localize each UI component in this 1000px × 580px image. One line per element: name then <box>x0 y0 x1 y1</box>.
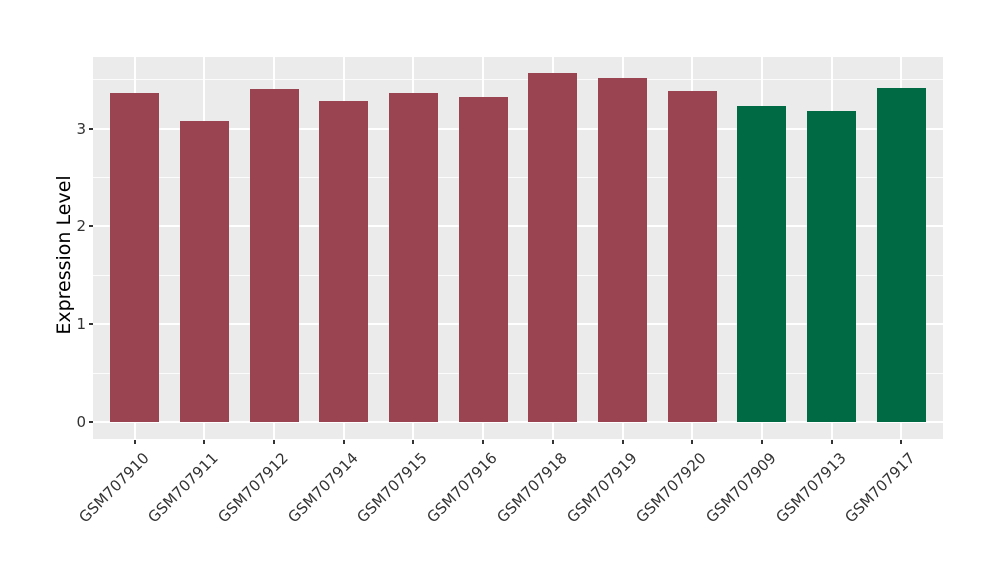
x-tick-mark <box>691 440 694 444</box>
y-tick-mark <box>89 323 93 326</box>
x-tick-mark <box>273 440 276 444</box>
bar-GSM707909 <box>737 105 787 423</box>
bar-GSM707910 <box>110 93 160 423</box>
bar-GSM707913 <box>807 110 856 423</box>
y-tick-label: 1 <box>76 315 86 334</box>
bar-GSM707912 <box>249 89 299 423</box>
bar-GSM707920 <box>667 91 717 423</box>
x-tick-mark <box>133 440 136 444</box>
y-tick-mark <box>89 127 93 130</box>
bar-GSM707919 <box>598 77 647 423</box>
x-tick-mark <box>830 440 833 444</box>
major-gridline <box>93 127 943 130</box>
x-tick-mark <box>203 440 206 444</box>
bar-GSM707916 <box>458 97 508 423</box>
y-axis-title: Expression Level <box>53 175 75 335</box>
x-tick-mark <box>412 440 415 444</box>
bar-GSM707911 <box>180 120 229 423</box>
bar-GSM707915 <box>389 93 438 423</box>
y-tick-label: 2 <box>76 217 86 236</box>
y-tick-label: 0 <box>76 413 86 432</box>
x-tick-mark <box>342 440 345 444</box>
plot-panel <box>93 57 943 439</box>
bar-GSM707914 <box>319 101 369 423</box>
x-tick-mark <box>760 440 763 444</box>
bar-GSM707918 <box>528 72 578 423</box>
bar-GSM707917 <box>876 88 926 423</box>
minor-gridline <box>93 79 943 81</box>
major-gridline <box>93 225 943 228</box>
x-tick-mark <box>482 440 485 444</box>
minor-gridline <box>93 274 943 276</box>
minor-gridline <box>93 176 943 178</box>
major-gridline <box>93 421 943 424</box>
y-tick-mark <box>89 225 93 228</box>
x-tick-mark <box>551 440 554 444</box>
y-tick-label: 3 <box>76 119 86 138</box>
x-tick-mark <box>900 440 903 444</box>
minor-gridline <box>93 372 943 374</box>
major-gridline <box>93 323 943 326</box>
x-tick-mark <box>621 440 624 444</box>
y-tick-mark <box>89 421 93 424</box>
